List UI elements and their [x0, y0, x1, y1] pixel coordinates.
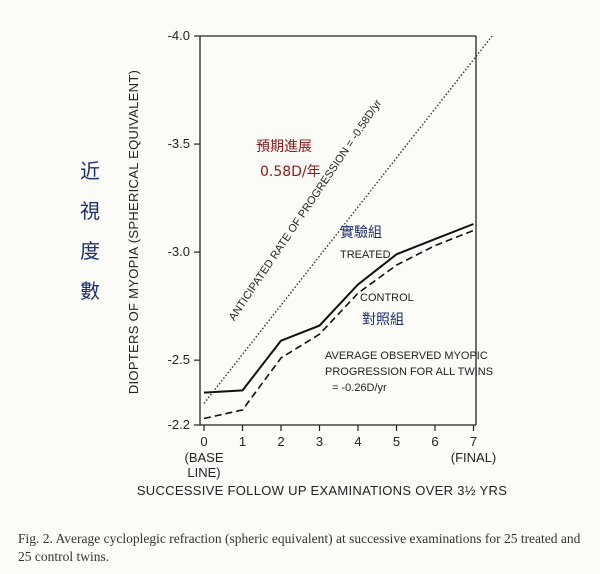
anticipated-rate-label: ANTICIPATED RATE OF PROGRESSION = -0.58D… — [227, 97, 385, 323]
cjk-treated-label: 實驗組 — [340, 224, 382, 241]
control-label: CONTROL — [360, 292, 414, 304]
series-layer — [203, 35, 493, 420]
cjk-side-char-4: 數 — [80, 279, 100, 303]
x-tick-sublabel: LINE) — [187, 465, 220, 480]
x-tick-label: 0 — [200, 434, 207, 449]
x-tick-label: 2 — [277, 434, 284, 449]
y-tick-label: -3.5 — [168, 136, 190, 151]
x-tick-label: 1 — [239, 434, 246, 449]
series-line-dotted — [203, 35, 493, 404]
x-axis-title: SUCCESSIVE FOLLOW UP EXAMINATIONS OVER 3… — [137, 483, 507, 498]
y-tick-label: -2.2 — [168, 417, 190, 432]
cjk-side-label: 近 視 度 數 — [80, 159, 100, 303]
series-line-solid — [203, 223, 474, 394]
y-tick-label: -4.0 — [168, 28, 190, 43]
y-tick-label: -2.5 — [168, 352, 190, 367]
series-line-dashed — [203, 229, 474, 420]
cjk-control-label: 對照組 — [362, 312, 404, 328]
observed-progression-line3: = -0.26D/yr — [332, 382, 387, 394]
y-axis-title: DIOPTERS OF MYOPIA (SPHERICAL EQUIVALENT… — [126, 70, 141, 394]
x-tick-sublabel: (FINAL) — [451, 450, 497, 465]
cjk-side-char-3: 度 — [80, 239, 100, 263]
cjk-side-char-1: 近 — [80, 159, 100, 183]
cjk-expected-rate: 0.58D/年 — [260, 164, 321, 180]
x-tick-label: 6 — [431, 434, 438, 449]
observed-progression-line1: AVERAGE OBSERVED MYOPIC — [325, 350, 488, 362]
observed-progression-line2: PROGRESSION FOR ALL TWINS — [325, 366, 493, 378]
cjk-expected-progress: 預期進展 — [256, 139, 312, 155]
x-tick-label: 3 — [316, 434, 323, 449]
x-tick-label: 4 — [354, 434, 361, 449]
x-tick-label: 5 — [393, 434, 400, 449]
x-tick-label: 7 — [470, 434, 477, 449]
treated-label: TREATED — [340, 249, 391, 261]
x-tick-sublabel: (BASE — [184, 450, 223, 465]
y-tick-label: -3.0 — [168, 244, 190, 259]
figure-caption: Fig. 2. Average cycloplegic refraction (… — [18, 531, 581, 564]
cjk-side-char-2: 視 — [80, 199, 100, 223]
